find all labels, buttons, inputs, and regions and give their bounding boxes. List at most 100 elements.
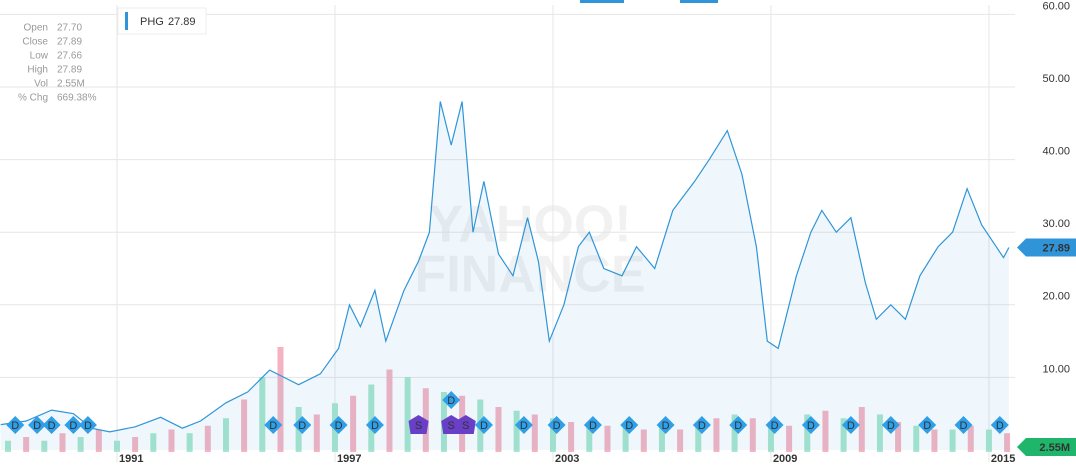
volume-bar	[804, 414, 811, 452]
event-shape	[408, 415, 429, 434]
volume-bar	[259, 377, 266, 452]
volume-bar	[677, 429, 684, 452]
event-label: S	[462, 420, 469, 432]
event-marker: D	[620, 416, 639, 434]
volume-bar	[150, 433, 157, 452]
volume-tag	[1017, 438, 1076, 456]
event-label: D	[960, 420, 968, 432]
event-label: D	[335, 420, 343, 432]
event-label: D	[48, 420, 56, 432]
volume-bar	[858, 407, 865, 452]
volume-bar	[404, 377, 411, 452]
event-shape	[547, 416, 566, 434]
volume-bar	[640, 429, 647, 452]
info-value: 27.70	[57, 23, 82, 34]
volume-bar	[985, 429, 992, 452]
x-tick-label: 1997	[337, 453, 361, 465]
event-label: D	[447, 395, 455, 407]
volume-bar	[222, 418, 229, 452]
event-label: D	[698, 420, 706, 432]
event-shape	[841, 416, 860, 434]
volume-bar	[586, 422, 593, 452]
y-tick-label: 40.00	[1042, 146, 1070, 158]
x-tick-label: 2015	[991, 453, 1015, 465]
info-label: High	[27, 65, 48, 76]
event-shape	[765, 416, 784, 434]
volume-bar	[913, 425, 920, 452]
volume-bar	[350, 395, 357, 452]
volume-bar	[658, 425, 665, 452]
volume-bar	[967, 425, 974, 452]
event-marker: D	[6, 416, 25, 434]
event-shape	[455, 415, 476, 434]
volume-bar	[4, 440, 11, 452]
event-shape	[78, 416, 97, 434]
volume-bar	[186, 433, 193, 452]
volume-bar	[822, 410, 829, 452]
volume-bar	[622, 425, 629, 452]
volume-tag-label: 2.55M	[1039, 442, 1070, 454]
event-label: D	[33, 420, 41, 432]
event-shape	[28, 416, 47, 434]
event-marker: D	[765, 416, 784, 434]
event-marker: D	[729, 416, 748, 434]
event-label: D	[662, 420, 670, 432]
price-tag	[1017, 238, 1076, 257]
volume-bar	[59, 433, 66, 452]
volume-bar	[895, 422, 902, 452]
event-label: D	[84, 420, 92, 432]
x-tick-label: 1991	[119, 453, 143, 465]
volume-bar	[749, 418, 756, 452]
info-label: Open	[24, 23, 48, 34]
event-marker: D	[547, 416, 566, 434]
event-shape	[64, 416, 83, 434]
event-shape	[918, 416, 937, 434]
info-value: 669.38%	[57, 93, 97, 104]
price-area	[0, 101, 1009, 450]
event-marker: S	[408, 415, 429, 434]
event-marker: D	[365, 416, 384, 434]
volume-bar	[513, 410, 520, 452]
volume-bar	[204, 425, 211, 452]
x-tick-label: 2003	[555, 453, 579, 465]
event-label: D	[589, 420, 597, 432]
event-marker: D	[514, 416, 533, 434]
volume-bar	[168, 429, 175, 452]
event-shape	[990, 416, 1009, 434]
info-label: Close	[22, 37, 48, 48]
event-shape	[441, 415, 462, 434]
event-label: D	[298, 420, 306, 432]
event-shape	[293, 416, 312, 434]
event-marker: D	[42, 416, 61, 434]
event-shape	[264, 416, 283, 434]
event-label: S	[415, 420, 422, 432]
event-label: D	[807, 420, 815, 432]
info-value: 27.89	[57, 37, 82, 48]
event-shape	[42, 416, 61, 434]
y-tick-label: 10.00	[1042, 363, 1070, 375]
event-label: D	[11, 420, 19, 432]
legend-value: 27.89	[168, 16, 196, 28]
event-label: D	[923, 420, 931, 432]
volume-bar	[1004, 433, 1011, 452]
info-label: Low	[30, 51, 49, 62]
volume-bar	[949, 429, 956, 452]
event-marker: D	[293, 416, 312, 434]
info-label: % Chg	[18, 93, 48, 104]
event-shape	[583, 416, 602, 434]
legend-box	[117, 7, 207, 35]
event-shape	[881, 416, 900, 434]
volume-bar	[767, 422, 774, 452]
volume-bar	[132, 437, 139, 452]
event-label: D	[69, 420, 77, 432]
volume-bar	[95, 429, 102, 452]
event-marker: D	[64, 416, 83, 434]
event-label: D	[847, 420, 855, 432]
event-label: D	[771, 420, 779, 432]
event-shape	[442, 391, 461, 409]
event-marker: S	[455, 415, 476, 434]
tab-indicator	[680, 0, 718, 3]
volume-bar	[876, 414, 883, 452]
legend-symbol: PHG	[140, 16, 164, 28]
volume-bar	[277, 347, 284, 452]
